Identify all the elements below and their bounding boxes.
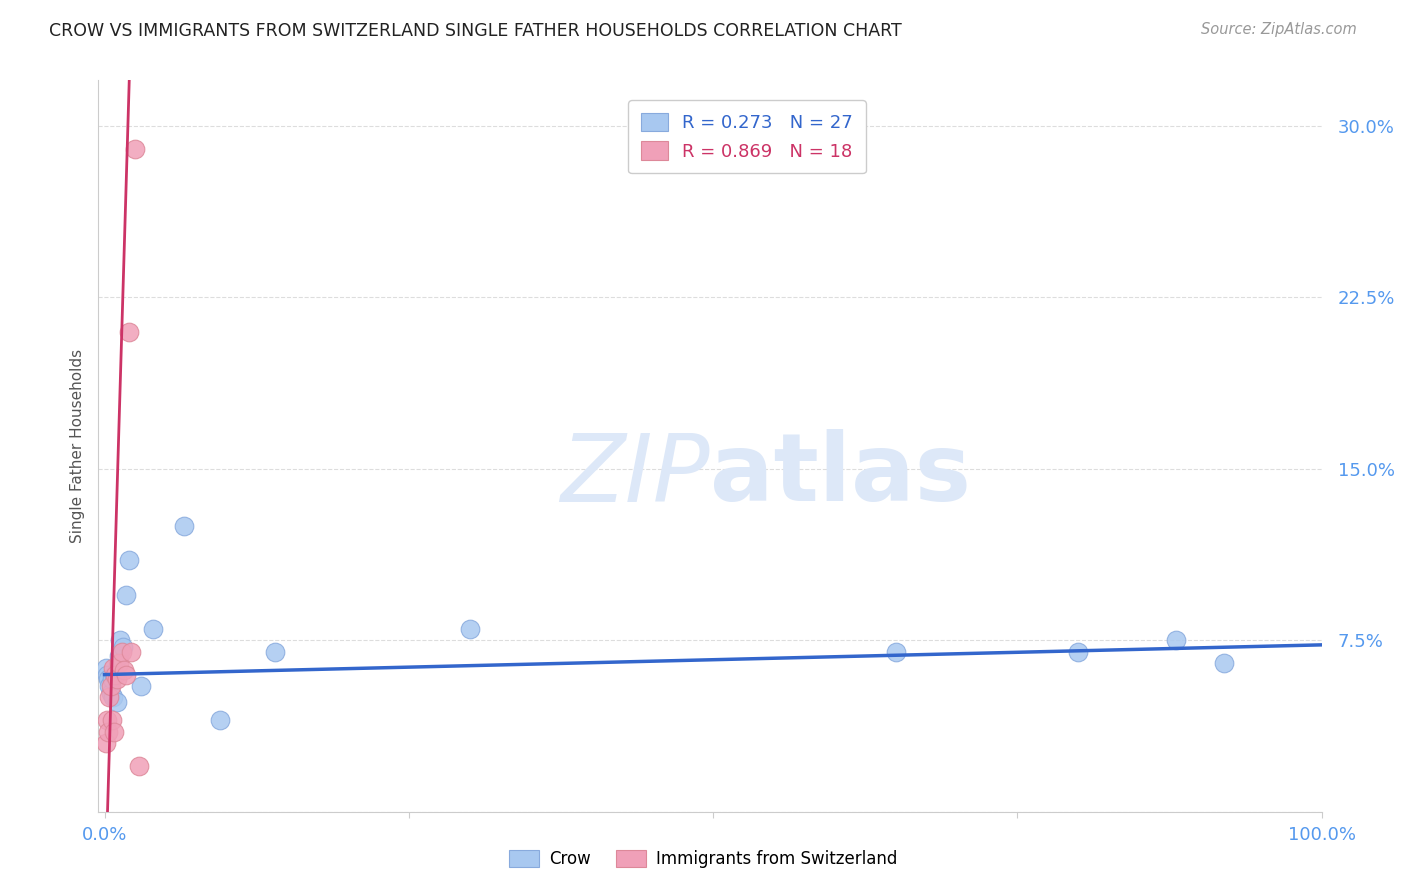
Point <box>97 724 120 739</box>
Point <box>115 667 138 681</box>
Point <box>101 672 124 686</box>
Point <box>96 667 118 681</box>
Point <box>101 714 124 728</box>
Point <box>124 142 146 156</box>
Point <box>128 759 150 773</box>
Point <box>94 661 117 675</box>
Y-axis label: Single Father Households: Single Father Households <box>69 349 84 543</box>
Point <box>884 645 907 659</box>
Legend: R = 0.273   N = 27, R = 0.869   N = 18: R = 0.273 N = 27, R = 0.869 N = 18 <box>628 100 866 173</box>
Text: Source: ZipAtlas.com: Source: ZipAtlas.com <box>1201 22 1357 37</box>
Point <box>110 645 132 659</box>
Point <box>101 690 124 705</box>
Point <box>118 325 141 339</box>
Point <box>110 633 132 648</box>
Point <box>173 519 195 533</box>
Point <box>118 553 141 567</box>
Point <box>129 679 152 693</box>
Point <box>1213 656 1236 670</box>
Text: CROW VS IMMIGRANTS FROM SWITZERLAND SINGLE FATHER HOUSEHOLDS CORRELATION CHART: CROW VS IMMIGRANTS FROM SWITZERLAND SING… <box>49 22 903 40</box>
Point <box>120 645 142 659</box>
Point <box>105 695 128 709</box>
Point <box>1067 645 1090 659</box>
Point <box>103 724 125 739</box>
Point <box>264 645 287 659</box>
Point <box>98 679 121 693</box>
Point <box>97 672 120 686</box>
Point <box>142 622 165 636</box>
Point <box>103 667 125 681</box>
Point <box>98 690 121 705</box>
Point <box>111 640 134 655</box>
Point <box>105 672 128 686</box>
Point <box>458 622 481 636</box>
Point <box>108 656 131 670</box>
Text: atlas: atlas <box>710 429 972 521</box>
Point <box>94 736 117 750</box>
Text: ZIP: ZIP <box>561 430 710 521</box>
Point <box>104 667 127 681</box>
Point <box>100 686 122 700</box>
Point <box>209 714 232 728</box>
Point <box>1164 633 1187 648</box>
Point <box>108 649 131 664</box>
Point <box>112 663 135 677</box>
Legend: Crow, Immigrants from Switzerland: Crow, Immigrants from Switzerland <box>502 843 904 875</box>
Point <box>96 714 118 728</box>
Point <box>100 679 122 693</box>
Point <box>101 661 124 675</box>
Point <box>115 588 138 602</box>
